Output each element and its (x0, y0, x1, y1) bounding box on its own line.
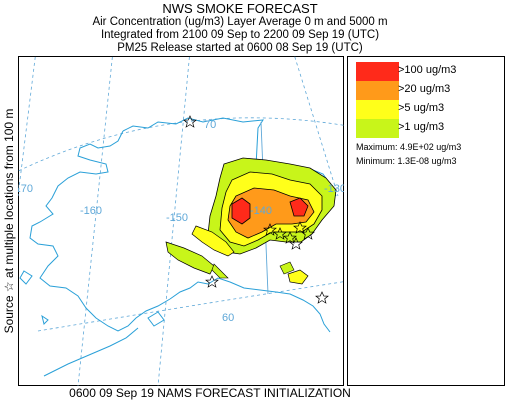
aleutian-chain (43, 327, 139, 377)
kodiak-island (147, 311, 165, 327)
release-start: PM25 Release started at 0600 08 Sep 19 (… (117, 42, 363, 54)
source-star (283, 231, 297, 244)
source-star (289, 237, 303, 250)
plume-over-20 (227, 187, 315, 239)
maximum-value: Maximum: 4.9E+02 ug/m3 (356, 142, 462, 152)
meridian-150 (157, 56, 190, 386)
lon-150-label: -150 (166, 212, 188, 224)
plume-south-5 (287, 269, 309, 285)
source-side-label: Source ☆ at multiple locations from 100 … (2, 56, 16, 386)
parallel-70 (18, 117, 344, 172)
grid-labels: -170 -160 -150 -140 -130 70 60 (18, 119, 344, 324)
source-markers (183, 115, 329, 304)
legend-panel: >100 ug/m3 >20 ug/m3 >5 ug/m3 >1 ug/m3 M… (347, 56, 505, 386)
graticule (18, 56, 344, 386)
meridian-130 (294, 56, 339, 197)
lat-60-label: 60 (222, 312, 234, 324)
smoke-plume-southwest (165, 225, 235, 279)
minimum-value: Minimum: 1.3E-08 ug/m3 (356, 156, 457, 166)
st-lawrence-island (19, 270, 33, 285)
source-star (183, 115, 197, 128)
source-star (273, 227, 287, 240)
parallel-60 (37, 281, 344, 332)
smoke-plume-main (207, 157, 337, 255)
title-block: NWS SMOKE FORECAST Air Concentration (ug… (30, 0, 450, 55)
source-star (301, 227, 315, 240)
lat-70-label: 70 (204, 119, 216, 131)
plume-sw-5 (191, 225, 235, 257)
south-coast (169, 277, 331, 333)
meridian-170 (18, 56, 36, 197)
plume-south-1 (279, 261, 295, 275)
legend-label: >20 ug/m3 (398, 83, 451, 95)
plume-sw-1 (165, 241, 215, 275)
west-coast (29, 130, 171, 332)
smoke-plume-south (279, 261, 309, 285)
pribilof-island (41, 314, 49, 325)
plume-sw-small (211, 263, 229, 279)
forecast-title: NWS SMOKE FORECAST (162, 1, 318, 16)
legend-item-5: >5 ug/m3 (356, 100, 501, 119)
forecast-initialization: 0600 09 Sep 19 NAMS FORECAST INITIALIZAT… (69, 386, 351, 400)
legend-swatch (356, 62, 399, 81)
legend-swatch (356, 100, 399, 119)
legend-label: >5 ug/m3 (398, 102, 445, 114)
legend-label: >100 ug/m3 (398, 64, 457, 76)
lon-130-label: -130 (324, 183, 344, 195)
legend-item-100: >100 ug/m3 (356, 62, 501, 81)
legend-label: >1 ug/m3 (398, 121, 445, 133)
plume-over-100-west (231, 197, 251, 225)
concentration-subtitle: Air Concentration (ug/m3) Layer Average … (92, 16, 388, 28)
source-side-label-text: Source ☆ at multiple locations from 100 … (2, 108, 16, 334)
smoke-map: -170 -160 -150 -140 -130 70 60 (18, 56, 344, 386)
lon-140-label: -140 (250, 205, 272, 217)
legend-swatch (356, 81, 399, 100)
source-star (293, 221, 307, 234)
source-star (205, 275, 219, 288)
lon-160-label: -160 (80, 205, 102, 217)
source-star (315, 291, 329, 304)
meridian-160 (77, 56, 113, 386)
source-star (263, 223, 277, 236)
legend-item-1: >1 ug/m3 (356, 119, 501, 138)
lon-170-label: -170 (18, 183, 33, 195)
plume-over-100-east (289, 197, 309, 217)
legend-swatch (356, 119, 399, 138)
integration-period: Integrated from 2100 09 Sep to 2200 09 S… (100, 29, 380, 41)
legend-item-20: >20 ug/m3 (356, 81, 501, 100)
